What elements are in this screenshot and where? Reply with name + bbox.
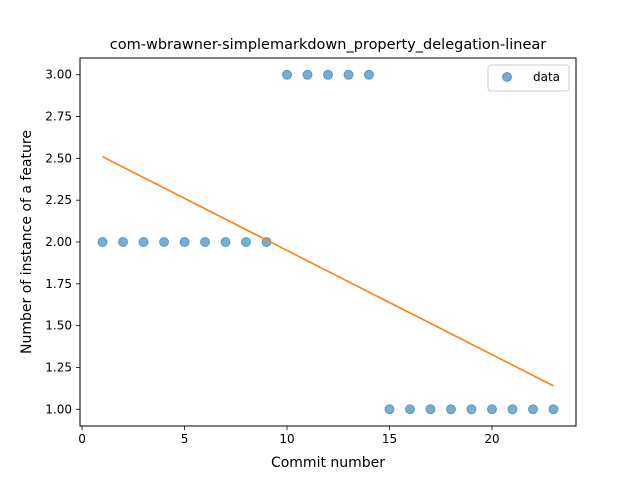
x-axis-label: Commit number bbox=[271, 455, 385, 471]
data-point bbox=[527, 404, 538, 415]
y-tick-label: 1.75 bbox=[45, 277, 72, 291]
y-tick-label: 2.50 bbox=[45, 151, 72, 165]
data-point bbox=[404, 404, 415, 415]
y-tick-label: 2.00 bbox=[45, 235, 72, 249]
data-point bbox=[138, 237, 149, 247]
legend: data bbox=[487, 64, 570, 92]
legend-marker bbox=[502, 72, 512, 82]
data-point bbox=[548, 404, 559, 415]
x-tick-label: 10 bbox=[279, 432, 294, 446]
data-point bbox=[179, 237, 190, 247]
data-point bbox=[241, 237, 252, 247]
data-point bbox=[200, 237, 211, 247]
y-tick-label: 1.25 bbox=[45, 360, 72, 374]
data-point bbox=[507, 404, 518, 415]
y-tick-label: 1.00 bbox=[45, 402, 72, 416]
legend-label: data bbox=[533, 70, 560, 84]
data-point bbox=[97, 237, 108, 247]
x-tick-label: 15 bbox=[382, 432, 397, 446]
data-point bbox=[323, 69, 333, 80]
x-tick-label: 0 bbox=[78, 432, 86, 446]
data-point bbox=[220, 237, 231, 247]
x-tick-label: 20 bbox=[484, 432, 499, 446]
plot-marks bbox=[97, 69, 559, 415]
data-point bbox=[282, 69, 293, 80]
y-axis-ticks: 1.00 1.25 1.50 1.75 2.00 2.25 2.50 2.75 3.00 bbox=[45, 68, 80, 416]
data-point bbox=[486, 404, 497, 415]
data-point bbox=[343, 69, 354, 80]
trend-line bbox=[102, 155, 554, 387]
data-point bbox=[466, 404, 477, 415]
data-point bbox=[425, 404, 436, 415]
data-point bbox=[384, 404, 395, 415]
y-tick-label: 1.50 bbox=[45, 319, 72, 333]
y-tick-label: 2.25 bbox=[45, 193, 72, 207]
y-tick-label: 3.00 bbox=[45, 68, 72, 82]
x-axis-ticks: 0 5 10 15 20 bbox=[78, 426, 500, 446]
data-point bbox=[363, 69, 374, 80]
x-tick-label: 5 bbox=[181, 432, 189, 446]
chart-title: com-wbrawner-simplemarkdown_property_del… bbox=[110, 37, 546, 53]
data-point bbox=[118, 237, 129, 247]
y-axis-label: Number of instance of a feature bbox=[19, 130, 35, 354]
data-point bbox=[159, 237, 170, 247]
y-tick-label: 2.75 bbox=[45, 110, 72, 124]
data-point bbox=[445, 404, 456, 415]
data-point bbox=[302, 69, 313, 80]
legend-box bbox=[487, 64, 570, 92]
